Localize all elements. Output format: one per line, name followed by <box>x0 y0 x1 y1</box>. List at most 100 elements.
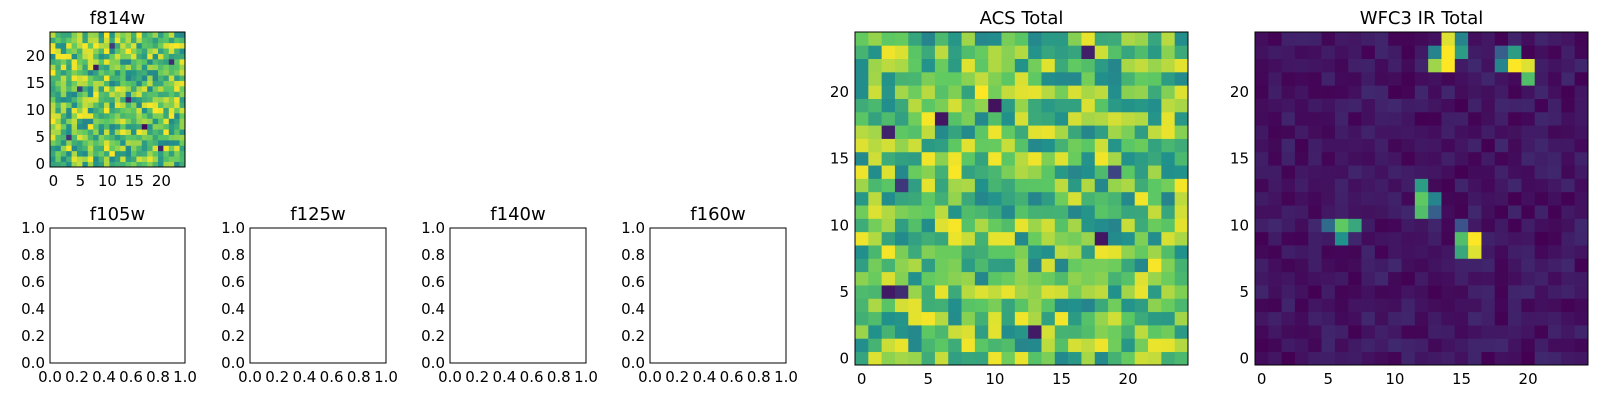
heatmap-cell <box>1148 311 1162 326</box>
heatmap-cell <box>1308 32 1322 46</box>
heatmap-cell <box>141 64 148 71</box>
heatmap-cell <box>1148 271 1162 286</box>
heatmap-cell <box>961 111 976 126</box>
heatmap-cell <box>1081 298 1096 313</box>
heatmap-cell <box>1268 58 1282 73</box>
panel-title: ACS Total <box>980 8 1064 29</box>
heatmap-cell <box>855 218 869 233</box>
heatmap-cell <box>908 325 922 339</box>
heatmap-cell <box>1534 218 1549 233</box>
heatmap-cell <box>1388 271 1402 286</box>
heatmap-cell <box>1121 58 1136 73</box>
heatmap-cell <box>1174 151 1189 166</box>
heatmap-cell <box>881 125 896 139</box>
heatmap-cell <box>1374 191 1389 206</box>
heatmap-cell <box>1094 245 1109 259</box>
heatmap-cell <box>163 80 170 87</box>
heatmap-cell <box>934 258 949 273</box>
heatmap-cell <box>1068 285 1082 299</box>
heatmap-cell <box>1534 151 1549 166</box>
heatmap-cell <box>1308 125 1322 139</box>
heatmap-cell <box>1108 245 1122 259</box>
heatmap-cell <box>1161 245 1176 259</box>
heatmap-cell <box>147 32 153 38</box>
heatmap-cell <box>1481 85 1496 99</box>
heatmap-cell <box>66 75 72 81</box>
heatmap-cell <box>114 134 121 141</box>
heatmap-cell <box>1388 45 1402 59</box>
heatmap-cell <box>114 156 121 162</box>
heatmap-cell <box>168 69 175 76</box>
heatmap-cell <box>1548 231 1562 246</box>
x-tick-label: 15 <box>1052 370 1071 388</box>
heatmap-cell <box>141 48 148 54</box>
heatmap-cell <box>1081 138 1096 153</box>
heatmap-cell <box>60 107 67 114</box>
x-tick-label: 0.8 <box>547 368 571 386</box>
heatmap-cell <box>93 69 99 76</box>
heatmap-cell <box>1494 151 1509 166</box>
heatmap-cell <box>1388 191 1402 206</box>
heatmap-cell <box>921 111 936 126</box>
heatmap-cell <box>1268 71 1282 86</box>
heatmap-cell <box>1054 311 1069 326</box>
heatmap-cell <box>1121 45 1136 59</box>
heatmap-cell <box>1255 218 1269 233</box>
heatmap-cell <box>1148 351 1162 366</box>
x-tick-label: 0.0 <box>38 368 62 386</box>
heatmap-cell <box>141 96 148 103</box>
heatmap-cell <box>55 80 62 87</box>
heatmap-cell <box>71 129 78 135</box>
heatmap-cell <box>1108 71 1122 86</box>
heatmap-cell <box>961 85 976 99</box>
heatmap-cell <box>1428 338 1442 353</box>
heatmap-cell <box>1534 71 1549 86</box>
heatmap-cell <box>152 161 159 168</box>
heatmap-cell <box>1468 191 1482 206</box>
y-tick-label: 0 <box>35 155 45 173</box>
heatmap-cell <box>98 32 105 38</box>
heatmap-cell <box>974 311 989 326</box>
heatmap-cell <box>120 118 126 125</box>
heatmap-cell <box>1148 111 1162 126</box>
heatmap-cell <box>131 96 137 103</box>
heatmap-cell <box>1174 205 1189 219</box>
heatmap-cell <box>55 69 62 76</box>
heatmap-cell <box>87 69 94 76</box>
heatmap-cell <box>174 140 180 146</box>
heatmap-cell <box>894 245 909 259</box>
heatmap-cell <box>1441 191 1456 206</box>
panel-title: f105w <box>90 204 145 225</box>
heatmap-cell <box>921 85 936 99</box>
heatmap-cell <box>1281 71 1296 86</box>
heatmap-cell <box>855 245 869 259</box>
heatmap-cell <box>1454 271 1469 286</box>
heatmap-cell <box>1388 85 1402 99</box>
heatmap-cell <box>1268 285 1282 299</box>
heatmap-cell <box>934 85 949 99</box>
heatmap-cell <box>104 145 110 152</box>
heatmap-cell <box>1441 231 1456 246</box>
heatmap-cell <box>98 75 105 81</box>
heatmap-cell <box>961 325 976 339</box>
heatmap-cell <box>921 258 936 273</box>
heatmap-cell <box>82 42 89 49</box>
heatmap-cell <box>1374 111 1389 126</box>
heatmap-cell <box>1334 298 1349 313</box>
heatmap-cell <box>60 140 67 146</box>
heatmap-cell <box>881 311 896 326</box>
heatmap-cell <box>1081 231 1096 246</box>
heatmap-cell <box>934 45 949 59</box>
heatmap-cell <box>55 129 62 135</box>
heatmap-cell <box>1161 138 1176 153</box>
heatmap-cell <box>1001 98 1016 113</box>
heatmap-cell <box>109 91 116 98</box>
heatmap-cell <box>1468 205 1482 219</box>
heatmap-cell <box>131 48 137 54</box>
heatmap-cell <box>1014 258 1029 273</box>
heatmap-cell <box>1494 205 1509 219</box>
heatmap-cell <box>1014 298 1029 313</box>
heatmap-cell <box>1468 32 1482 46</box>
heatmap-cell <box>961 271 976 286</box>
heatmap-cell <box>1028 231 1042 246</box>
